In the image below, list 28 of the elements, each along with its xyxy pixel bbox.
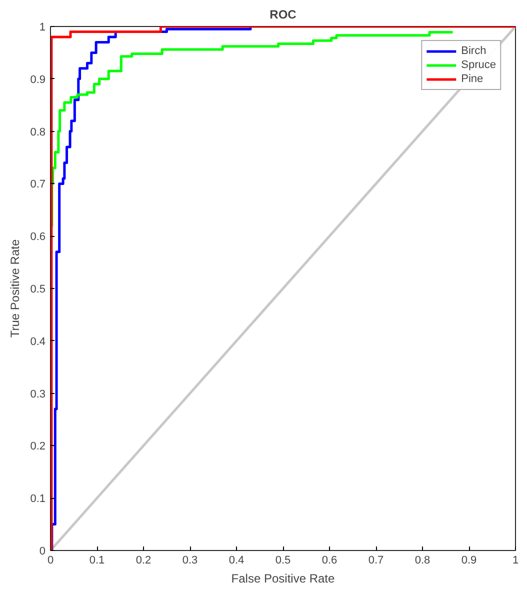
x-tick-label: 1 — [512, 554, 519, 566]
y-tick-label: 0.5 — [30, 284, 46, 296]
x-tick-label: 0.5 — [275, 554, 291, 566]
y-tick-label: 0.3 — [30, 388, 46, 400]
y-tick-label: 0.4 — [30, 336, 46, 348]
legend-label: Pine — [461, 73, 484, 85]
y-tick-label: 0.7 — [30, 178, 46, 191]
x-axis-title: False Positive Rate — [231, 572, 336, 586]
x-tick-label: 0.7 — [368, 554, 384, 566]
x-tick-label: 0.3 — [182, 554, 198, 566]
y-tick-label: 0.6 — [30, 231, 46, 244]
y-axis-title: True Positive Rate — [8, 239, 22, 338]
x-tick-label: 0.6 — [322, 554, 338, 566]
y-tick-label: 0.1 — [30, 493, 46, 506]
legend-label: Birch — [461, 45, 486, 57]
x-tick-label: 0.1 — [89, 554, 105, 566]
y-tick-label: 0.9 — [30, 74, 46, 86]
x-tick-label: 0 — [47, 554, 54, 566]
y-tick-label: 1 — [39, 22, 46, 34]
x-tick-label: 0.9 — [461, 554, 477, 566]
y-tick-label: 0.2 — [30, 440, 46, 453]
y-tick-label: 0 — [39, 546, 46, 558]
x-tick-label: 0.2 — [136, 554, 152, 566]
chart-title: ROC — [270, 8, 297, 22]
legend-label: Spruce — [461, 59, 496, 71]
x-tick-label: 0.8 — [414, 554, 430, 566]
x-tick-label: 0.4 — [228, 554, 244, 566]
y-tick-label: 0.8 — [30, 126, 46, 138]
